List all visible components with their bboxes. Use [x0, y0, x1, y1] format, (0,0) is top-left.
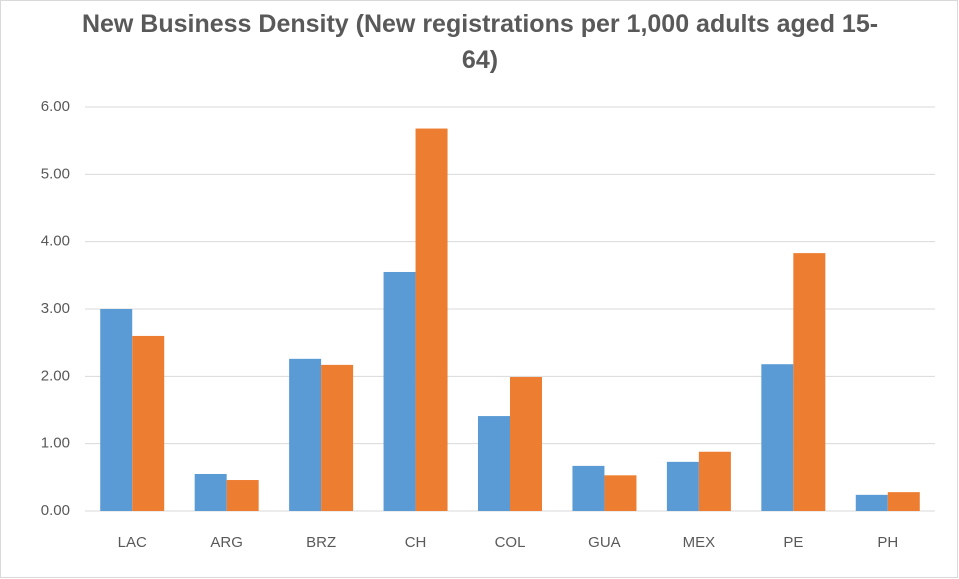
- bar: [132, 335, 165, 511]
- x-tick-label: LAC: [118, 534, 147, 551]
- bar: [415, 128, 448, 511]
- y-tick-label: 3.00: [41, 300, 70, 317]
- bar: [100, 309, 133, 511]
- y-tick-label: 2.00: [41, 367, 70, 384]
- bar: [194, 473, 227, 511]
- x-tick-label: COL: [495, 534, 526, 551]
- chart-title: New Business Density (New registrations …: [81, 10, 879, 74]
- bar: [666, 461, 699, 511]
- y-tick-label: 0.00: [41, 502, 70, 519]
- bar: [510, 377, 542, 511]
- x-tick-label: PE: [783, 534, 803, 551]
- bar: [572, 465, 605, 511]
- bar: [226, 480, 259, 511]
- bar: [478, 416, 510, 511]
- bar: [793, 253, 826, 511]
- x-tick-label: ARG: [210, 534, 243, 551]
- x-tick-label: GUA: [588, 534, 621, 551]
- bar: [887, 492, 920, 511]
- bar: [321, 364, 354, 511]
- bar: [383, 271, 416, 511]
- x-tick-label: PH: [877, 534, 898, 551]
- y-tick-label: 5.00: [41, 165, 70, 182]
- x-tick-label: CH: [405, 534, 427, 551]
- y-tick-label: 1.00: [41, 435, 70, 452]
- y-tick-label: 4.00: [41, 233, 70, 250]
- bar: [604, 475, 637, 511]
- bar: [855, 494, 888, 511]
- bar: [761, 364, 794, 511]
- x-tick-label: MEX: [683, 534, 716, 551]
- x-tick-label: BRZ: [306, 534, 336, 551]
- bar: [698, 451, 731, 511]
- y-tick-label: 6.00: [41, 98, 70, 115]
- bar: [289, 358, 322, 511]
